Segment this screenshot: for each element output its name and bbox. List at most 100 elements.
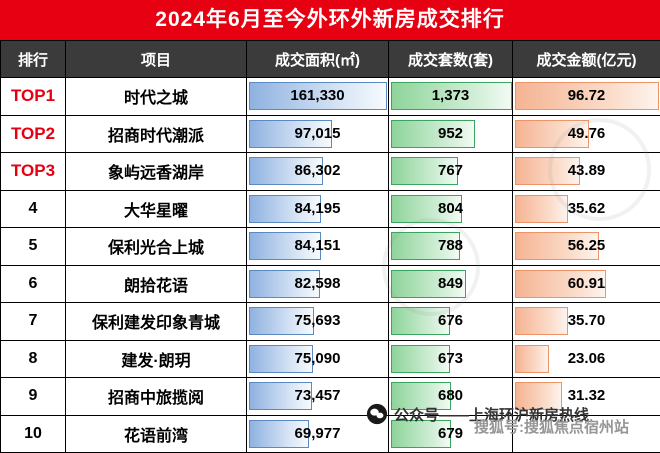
table-row: TOP1 时代之城 161,330 1,373 96.72 [0,77,660,116]
project-cell: 建发·朗玥 [65,339,247,378]
amount-cell: 35.62 [512,189,660,228]
units-value: 676 [437,312,464,330]
area-value: 86,302 [294,162,341,180]
area-value: 75,090 [294,349,341,367]
units-value: 673 [437,349,464,367]
amount-databar [515,194,569,223]
project-cell: 花语前湾 [65,414,247,453]
amount-cell: 56.25 [512,227,660,266]
amount-value: 31.32 [567,387,606,405]
units-value: 1,373 [431,87,470,105]
rank-cell: TOP3 [0,152,66,191]
area-cell: 82,598 [246,264,389,303]
amount-databar [515,157,581,186]
area-cell: 69,977 [246,414,389,453]
project-cell: 时代之城 [65,77,247,116]
table-body: TOP1 时代之城 161,330 1,373 96.72 TOP2 招商时代潮派 97,01… [0,77,660,453]
units-value: 680 [437,387,464,405]
area-value: 75,693 [294,312,341,330]
amount-value: 43.89 [567,162,606,180]
amount-databar [515,232,599,261]
area-databar [249,382,312,411]
amount-value: 35.62 [567,199,606,217]
units-value: 679 [437,424,464,442]
table-row: 10 花语前湾 69,977 679 [0,414,660,453]
rank-cell: 10 [0,414,66,453]
table-row: TOP2 招商时代潮派 97,015 952 49.76 [0,114,660,153]
table-row: 4 大华星曜 84,195 804 35.62 [0,189,660,228]
units-databar [391,194,462,223]
area-cell: 75,693 [246,302,389,341]
table-row: 5 保利光合上城 84,151 788 56.25 [0,227,660,266]
area-value: 97,015 [294,124,341,142]
units-databar [391,157,459,186]
project-cell: 大华星曜 [65,189,247,228]
amount-cell: 23.06 [512,339,660,378]
area-value: 82,598 [294,274,341,292]
units-databar [391,307,451,336]
amount-cell: 49.76 [512,114,660,153]
area-cell: 161,330 [246,77,389,116]
project-cell: 保利建发印象青城 [65,302,247,341]
amount-databar [515,82,660,111]
page-title: 2024年6月至今外环外新房成交排行 [0,0,660,40]
units-value: 767 [437,162,464,180]
project-cell: 招商中旅揽阅 [65,377,247,416]
project-cell: 象屿远香湖岸 [65,152,247,191]
area-databar [249,194,322,223]
area-cell: 86,302 [246,152,389,191]
area-databar [249,157,323,186]
rank-cell: TOP2 [0,114,66,153]
wechat-watermark-text: 公众号——上海环沪新房热线 [394,406,590,424]
units-databar [391,82,512,111]
units-cell: 1,373 [388,77,513,116]
units-cell: 676 [388,302,513,341]
amount-value: 49.76 [567,124,606,142]
wechat-icon [366,403,388,425]
area-value: 73,457 [294,387,341,405]
units-databar [391,269,466,298]
units-cell: 673 [388,339,513,378]
amount-databar [515,307,569,336]
amount-cell: 96.72 [512,77,660,116]
amount-value: 96.72 [567,87,606,105]
ranking-table: 排行 项目 成交面积(㎡) 成交套数(套) 成交金额(亿元) TOP1 时代之城 161,3… [0,40,660,453]
area-cell: 73,457 [246,377,389,416]
units-databar [391,382,451,411]
units-cell: 849 [388,264,513,303]
area-cell: 84,151 [246,227,389,266]
units-databar [391,344,451,373]
rank-cell: 8 [0,339,66,378]
amount-cell: 60.91 [512,264,660,303]
project-cell: 朗拾花语 [65,264,247,303]
rank-cell: 9 [0,377,66,416]
area-databar [249,232,322,261]
units-cell: 679 [388,414,513,453]
units-value: 788 [437,237,464,255]
area-databar [249,269,320,298]
area-databar [249,419,309,448]
amount-value: 23.06 [567,349,606,367]
units-value: 804 [437,199,464,217]
rank-cell: 7 [0,302,66,341]
amount-databar [515,344,550,373]
amount-cell: 35.70 [512,302,660,341]
rank-cell: 4 [0,189,66,228]
units-cell: 788 [388,227,513,266]
area-value: 161,330 [290,87,345,105]
table-row: 6 朗拾花语 82,598 849 60.91 [0,264,660,303]
amount-value: 60.91 [567,274,606,292]
units-databar [391,232,461,261]
amount-value: 56.25 [567,237,606,255]
area-cell: 84,195 [246,189,389,228]
amount-databar [515,119,590,148]
area-databar [249,119,333,148]
table-row: TOP3 象屿远香湖岸 86,302 767 43.89 [0,152,660,191]
sohu-watermark: 搜狐号:搜狐焦点宿州站 [474,419,629,436]
wechat-watermark: 公众号——上海环沪新房热线 [366,403,589,425]
area-value: 69,977 [294,424,341,442]
area-databar [249,82,388,111]
units-databar [391,119,475,148]
amount-cell: 43.89 [512,152,660,191]
